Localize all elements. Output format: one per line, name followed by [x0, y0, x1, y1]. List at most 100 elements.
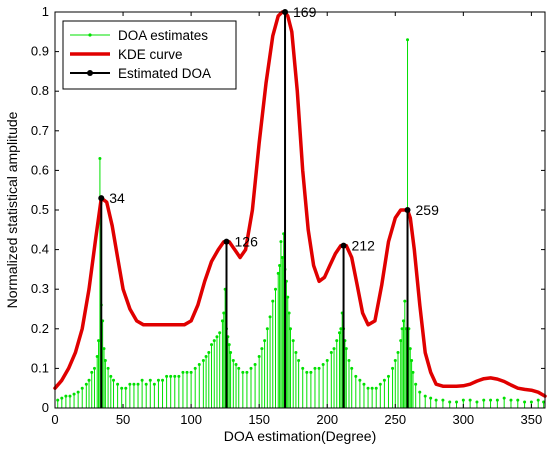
legend: DOA estimates KDE curve Estimated DOA	[62, 20, 237, 90]
doa-estimate-marker	[241, 370, 245, 374]
y-axis-label: Normalized statistical amplitude	[4, 111, 20, 308]
doa-estimate-marker	[523, 400, 527, 404]
doa-estimate-marker	[434, 398, 438, 402]
doa-estimate-marker	[354, 374, 358, 378]
doa-estimate-marker	[495, 398, 499, 402]
doa-estimate-marker	[542, 400, 546, 404]
doa-estimate-marker	[305, 370, 309, 374]
doa-estimate-marker	[335, 339, 339, 343]
x-tick-label: 300	[452, 412, 474, 427]
y-tick-label: 1	[42, 4, 49, 19]
doa-estimate-marker	[140, 378, 144, 382]
doa-estimate-marker	[76, 390, 80, 394]
doa-estimate-marker	[287, 311, 291, 315]
doa-estimate-marker	[337, 331, 341, 335]
x-tick-label: 150	[248, 412, 270, 427]
doa-estimate-marker	[207, 351, 211, 355]
doa-estimate-marker	[448, 400, 452, 404]
doa-estimate-marker	[309, 370, 313, 374]
doa-estimate-marker	[423, 394, 427, 398]
y-axis-ticks: 0 0.1 0.2 0.3 0.4 0.5 0.6 0.7 0.8 0.9 1	[31, 4, 545, 415]
doa-estimate-marker	[382, 378, 386, 382]
doa-estimate-marker	[197, 362, 201, 366]
x-axis-label: DOA estimation(Degree)	[224, 428, 377, 444]
doa-estimate-marker	[313, 366, 317, 370]
legend-label-doa-estimates: DOA estimates	[118, 28, 208, 43]
doa-estimate-marker	[339, 327, 343, 331]
doa-estimate-marker	[84, 382, 88, 386]
doa-estimate-marker	[286, 295, 290, 299]
doa-estimate-marker	[509, 398, 513, 402]
doa-estimate-marker	[399, 339, 403, 343]
peak-label: 212	[352, 238, 376, 254]
doa-estimate-marker	[332, 347, 336, 351]
y-tick-label: 0	[42, 400, 49, 415]
doa-estimate-marker	[317, 366, 321, 370]
doa-estimate-marker	[410, 358, 414, 362]
doa-estimate-marker	[482, 398, 486, 402]
doa-estimate-marker	[344, 347, 348, 351]
y-tick-label: 0.5	[31, 202, 49, 217]
kde-curve-series	[53, 10, 547, 398]
doa-estimate-marker	[116, 382, 120, 386]
doa-estimate-marker	[102, 347, 106, 351]
doa-estimate-marker	[391, 366, 395, 370]
doa-estimate-marker	[536, 398, 540, 402]
doa-estimate-marker	[279, 240, 283, 244]
doa-estimate-marker	[475, 400, 479, 404]
doa-estimate-marker	[278, 263, 282, 267]
doa-estimate-marker	[294, 351, 298, 355]
doa-estimate-marker	[502, 396, 506, 400]
doa-estimate-marker	[280, 256, 284, 260]
x-tick-label: 250	[384, 412, 406, 427]
doa-estimate-marker	[72, 392, 76, 396]
doa-estimate-marker	[276, 271, 280, 275]
doa-estimate-marker	[148, 378, 152, 382]
doa-estimate-marker	[403, 299, 407, 303]
doa-estimate-marker	[271, 299, 275, 303]
doa-estimate-marker	[109, 374, 113, 378]
doa-estimate-marker	[215, 335, 219, 339]
doa-estimate-marker	[60, 396, 64, 400]
doa-estimate-marker	[56, 398, 60, 402]
doa-estimate-marker	[253, 362, 257, 366]
estimated-doa-marker	[404, 207, 411, 213]
doa-estimate-marker	[156, 378, 160, 382]
doa-estimate-marker	[366, 386, 370, 390]
doa-estimate-marker	[144, 382, 148, 386]
doa-estimate-marker	[212, 339, 216, 343]
x-axis-ticks: 0 50 100 150 200 250 300 350	[51, 12, 542, 427]
doa-estimate-marker	[128, 382, 132, 386]
doa-estimate-marker	[288, 327, 292, 331]
doa-estimate-marker	[193, 366, 197, 370]
doa-estimate-marker	[98, 157, 102, 161]
doa-estimate-marker	[350, 366, 354, 370]
doa-estimate-marker	[152, 382, 156, 386]
doa-estimate-marker	[386, 374, 390, 378]
doa-estimate-marker	[406, 38, 410, 42]
doa-estimate-marker	[401, 319, 405, 323]
doa-estimate-marker	[414, 382, 418, 386]
y-tick-label: 0.6	[31, 162, 49, 177]
doa-estimate-marker	[181, 370, 185, 374]
doa-estimate-marker	[362, 382, 366, 386]
doa-estimate-marker	[411, 370, 415, 374]
doa-estimate-marker	[408, 347, 412, 351]
legend-marker-doa-estimates	[88, 33, 92, 37]
doa-estimate-marker	[291, 339, 295, 343]
doa-estimate-marker	[220, 319, 224, 323]
doa-estimate-marker	[90, 370, 94, 374]
doa-estimate-marker	[227, 343, 231, 347]
doa-estimate-marker	[274, 287, 277, 291]
doa-estimate-marker	[301, 366, 305, 370]
doa-estimate-marker	[429, 396, 433, 400]
doa-estimate-marker	[132, 382, 136, 386]
doa-estimate-marker	[374, 386, 378, 390]
doa-estimate-marker	[210, 343, 214, 347]
doa-estimate-marker	[455, 400, 459, 404]
doa-estimate-marker	[173, 374, 177, 378]
y-tick-label: 0.1	[31, 360, 49, 375]
doa-estimate-marker	[120, 386, 124, 390]
y-tick-label: 0.7	[31, 123, 49, 138]
doa-estimate-marker	[80, 386, 84, 390]
